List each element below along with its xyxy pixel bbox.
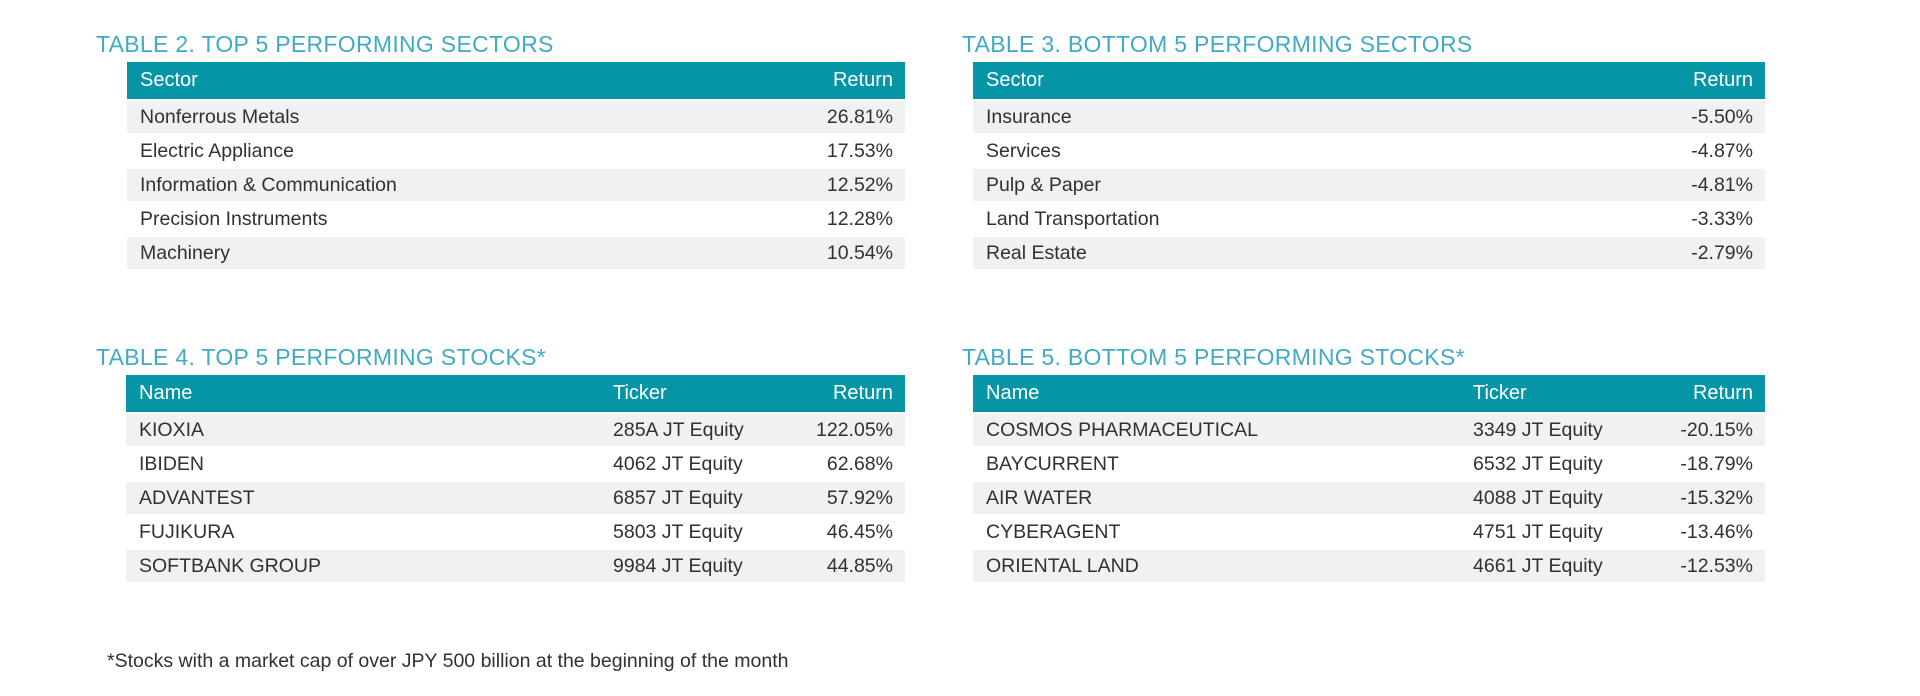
sector-cell: Land Transportation: [986, 207, 1160, 230]
table-row: ADVANTEST 6857 JT Equity 57.92%: [126, 482, 905, 514]
bottom-sectors-title: TABLE 3. BOTTOM 5 PERFORMING SECTORS: [962, 31, 1473, 57]
name-cell: IBIDEN: [139, 452, 205, 475]
top-stocks-title: TABLE 4. TOP 5 PERFORMING STOCKS*: [96, 344, 547, 370]
bottom-sectors-table: Sector Return Insurance -5.50% Services …: [973, 62, 1765, 271]
table-header-row: Sector Return: [127, 62, 905, 99]
sector-column-header: Sector: [140, 69, 198, 91]
name-cell: ADVANTEST: [139, 486, 255, 509]
return-cell: -20.15%: [1680, 418, 1753, 441]
return-cell: 10.54%: [826, 241, 893, 264]
return-cell: -12.53%: [1680, 554, 1753, 577]
table-row: ORIENTAL LAND 4661 JT Equity -12.53%: [973, 550, 1765, 582]
table-row: Services -4.87%: [973, 135, 1765, 167]
table-row: KIOXIA 285A JT Equity 122.05%: [126, 414, 905, 446]
name-cell: SOFTBANK GROUP: [139, 554, 322, 577]
ticker-column-header: Ticker: [1473, 382, 1527, 404]
return-cell: -2.79%: [1691, 241, 1753, 264]
return-cell: 12.52%: [826, 173, 893, 196]
sector-cell: Information & Communication: [140, 173, 397, 196]
top-sectors-title: TABLE 2. TOP 5 PERFORMING SECTORS: [96, 31, 554, 57]
return-column-header: Return: [832, 382, 893, 404]
return-cell: -3.33%: [1691, 207, 1753, 230]
return-cell: -4.81%: [1691, 173, 1753, 196]
return-cell: -15.32%: [1680, 486, 1753, 509]
return-cell: 46.45%: [826, 520, 893, 543]
table-row: Information & Communication 12.52%: [127, 169, 905, 201]
ticker-cell: 5803 JT Equity: [613, 520, 743, 543]
name-column-header: Name: [986, 382, 1040, 404]
name-cell: CYBERAGENT: [986, 520, 1121, 543]
table-row: Electric Appliance 17.53%: [127, 135, 905, 167]
table-row: Land Transportation -3.33%: [973, 203, 1765, 235]
return-cell: 62.68%: [826, 452, 893, 475]
return-cell: 12.28%: [826, 207, 893, 230]
return-cell: -18.79%: [1680, 452, 1753, 475]
table-row: BAYCURRENT 6532 JT Equity -18.79%: [973, 448, 1765, 480]
sector-cell: Electric Appliance: [140, 139, 294, 162]
return-column-header: Return: [1692, 69, 1753, 91]
table-row: COSMOS PHARMACEUTICAL 3349 JT Equity -20…: [973, 414, 1765, 446]
table-header-row: Name Ticker Return: [973, 375, 1765, 412]
ticker-column-header: Ticker: [613, 382, 667, 404]
table-row: IBIDEN 4062 JT Equity 62.68%: [126, 448, 905, 480]
sector-cell: Machinery: [140, 241, 230, 264]
name-cell: KIOXIA: [139, 418, 205, 441]
table-row: Nonferrous Metals 26.81%: [127, 101, 905, 133]
market-cap-footnote: *Stocks with a market cap of over JPY 50…: [107, 650, 789, 672]
name-cell: ORIENTAL LAND: [986, 554, 1139, 577]
table-row: FUJIKURA 5803 JT Equity 46.45%: [126, 516, 905, 548]
sector-cell: Pulp & Paper: [986, 173, 1101, 196]
bottom-stocks-table: Name Ticker Return COSMOS PHARMACEUTICAL…: [973, 375, 1765, 584]
name-cell: BAYCURRENT: [986, 452, 1119, 475]
ticker-cell: 6532 JT Equity: [1473, 452, 1603, 475]
return-cell: -4.87%: [1691, 139, 1753, 162]
sector-cell: Precision Instruments: [140, 207, 328, 230]
table-row: Real Estate -2.79%: [973, 237, 1765, 269]
sector-cell: Insurance: [986, 105, 1072, 128]
ticker-cell: 285A JT Equity: [613, 418, 744, 441]
name-cell: FUJIKURA: [139, 520, 235, 543]
sector-cell: Nonferrous Metals: [140, 105, 300, 128]
ticker-cell: 4751 JT Equity: [1473, 520, 1603, 543]
table-row: Precision Instruments 12.28%: [127, 203, 905, 235]
return-cell: -5.50%: [1691, 105, 1753, 128]
table-row: Insurance -5.50%: [973, 101, 1765, 133]
ticker-cell: 4661 JT Equity: [1473, 554, 1603, 577]
ticker-cell: 6857 JT Equity: [613, 486, 743, 509]
sector-column-header: Sector: [986, 69, 1044, 91]
table-header-row: Sector Return: [973, 62, 1765, 99]
name-cell: AIR WATER: [986, 486, 1093, 509]
return-cell: -13.46%: [1680, 520, 1753, 543]
return-cell: 122.05%: [816, 418, 893, 441]
ticker-cell: 9984 JT Equity: [613, 554, 743, 577]
bottom-stocks-title: TABLE 5. BOTTOM 5 PERFORMING STOCKS*: [962, 344, 1465, 370]
name-column-header: Name: [139, 382, 193, 404]
ticker-cell: 3349 JT Equity: [1473, 418, 1603, 441]
table-row: Pulp & Paper -4.81%: [973, 169, 1765, 201]
ticker-cell: 4062 JT Equity: [613, 452, 743, 475]
table-row: Machinery 10.54%: [127, 237, 905, 269]
table-header-row: Name Ticker Return: [126, 375, 905, 412]
table-row: CYBERAGENT 4751 JT Equity -13.46%: [973, 516, 1765, 548]
table-row: SOFTBANK GROUP 9984 JT Equity 44.85%: [126, 550, 905, 582]
return-cell: 44.85%: [826, 554, 893, 577]
return-cell: 57.92%: [826, 486, 893, 509]
top-sectors-table: Sector Return Nonferrous Metals 26.81% E…: [127, 62, 905, 271]
return-cell: 26.81%: [826, 105, 893, 128]
name-cell: COSMOS PHARMACEUTICAL: [986, 418, 1258, 441]
return-cell: 17.53%: [826, 139, 893, 162]
sector-cell: Real Estate: [986, 241, 1087, 264]
table-row: AIR WATER 4088 JT Equity -15.32%: [973, 482, 1765, 514]
top-stocks-table: Name Ticker Return KIOXIA 285A JT Equity…: [126, 375, 905, 584]
sector-cell: Services: [986, 139, 1061, 162]
ticker-cell: 4088 JT Equity: [1473, 486, 1603, 509]
return-column-header: Return: [1692, 382, 1753, 404]
return-column-header: Return: [832, 69, 893, 91]
